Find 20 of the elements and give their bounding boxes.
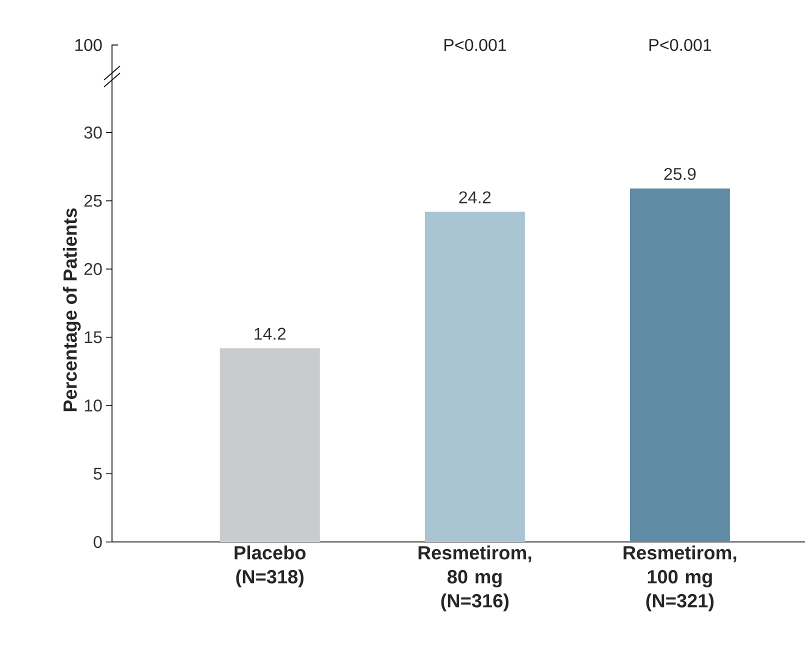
y-tick-label: 25 [84,194,102,207]
bar [630,188,730,542]
x-tick-label: Placebo (N=318) [234,546,306,588]
y-tick-label: 10 [84,399,102,412]
bar [424,212,525,542]
y-tick-label: 30 [84,126,102,139]
bar [220,348,320,542]
text: 100 [75,38,102,52]
x-tick-label: Resmetirom, 80 mg (N=316) [418,546,532,612]
y-tick-label: 20 [84,263,102,276]
y-tick-label: 15 [84,331,102,344]
data-label: 24.2 [459,191,491,204]
data-label: 25.9 [664,168,696,180]
text: P<0.001 [444,38,506,52]
y-tick-label: 5 [94,468,102,480]
text: P<0.001 [649,38,712,52]
y-tick-label: 0 [94,536,102,548]
y-axis-title: Percentage of Patients [62,208,81,412]
x-tick-label: Resmetirom, 100 mg (N=321) [624,546,736,612]
data-label: 14.2 [254,328,286,340]
